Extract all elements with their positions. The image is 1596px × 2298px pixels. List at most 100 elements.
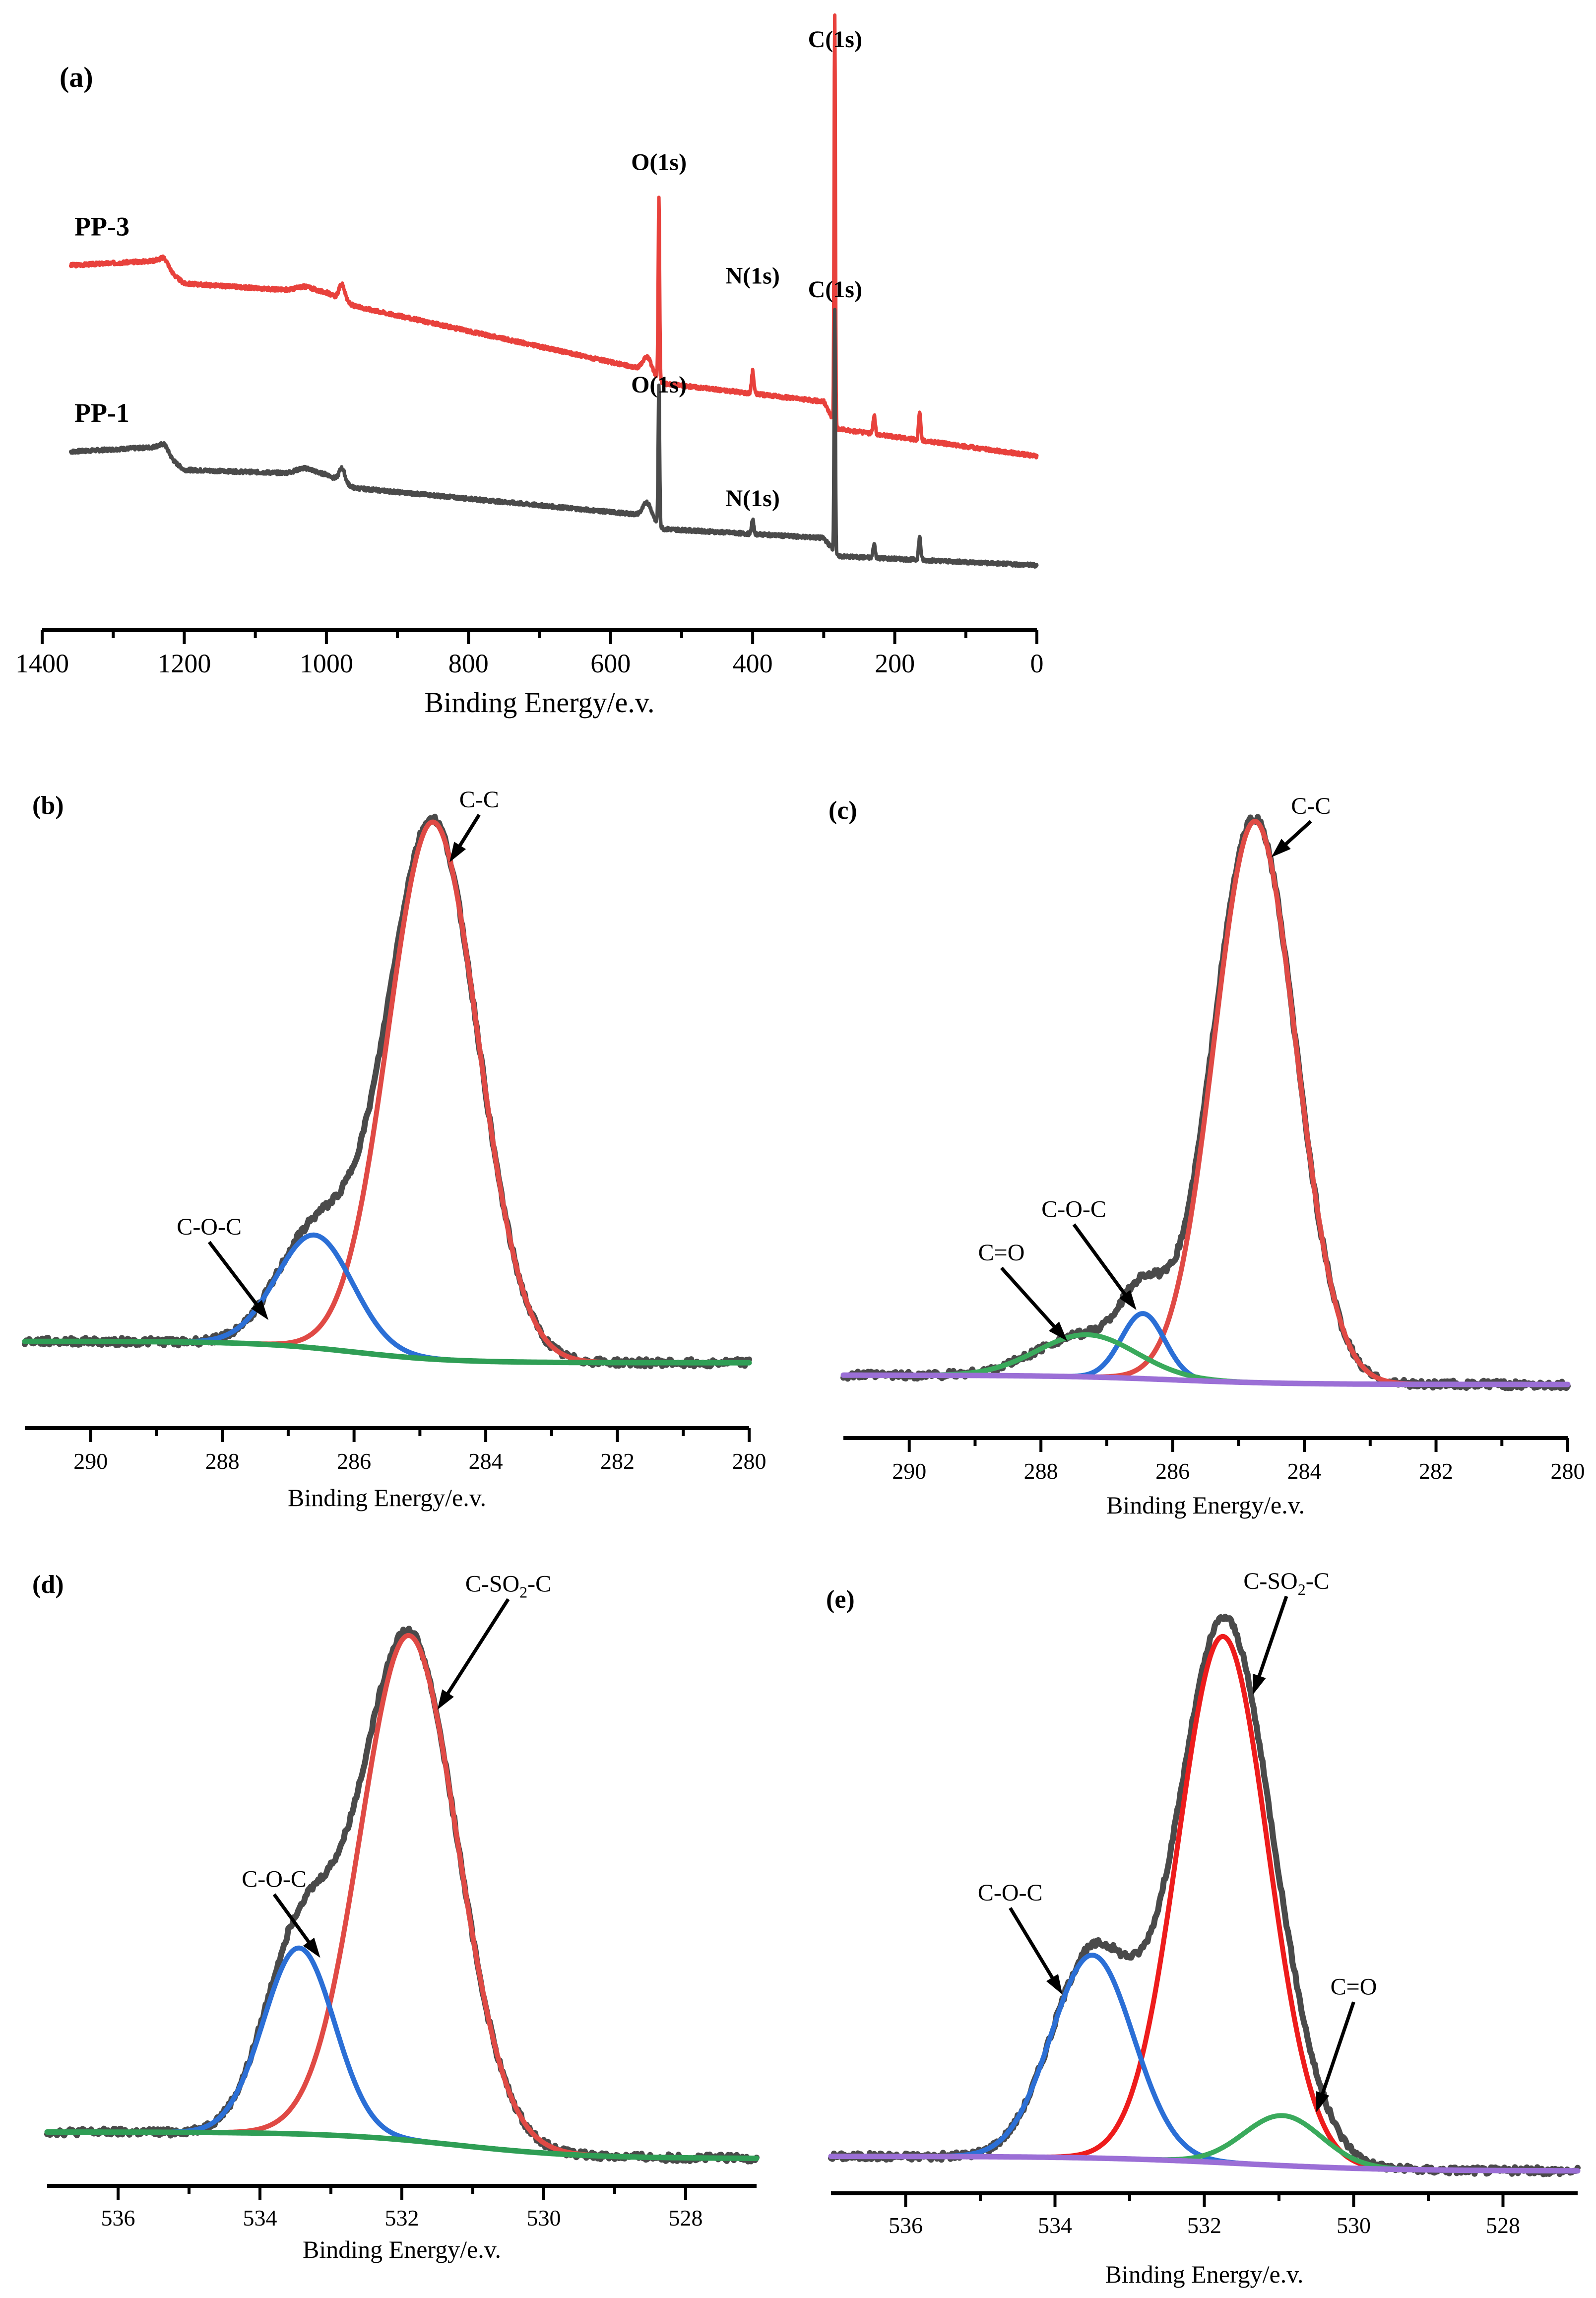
panel-b: 290 288 286 284 282 280 Binding Energy/e.v. (b)… xyxy=(22,787,766,1511)
arrow-head xyxy=(1271,839,1291,857)
peak-label: O(1s) xyxy=(631,372,687,398)
panel-label: (c) xyxy=(829,796,857,825)
component-annotation: C=O xyxy=(978,1240,1025,1266)
panel-label: (a) xyxy=(60,61,93,93)
annotation-tail: -C xyxy=(1306,1568,1330,1594)
component-annotation: C-O-C xyxy=(242,1866,307,1893)
x-tick-label: 280 xyxy=(1551,1458,1585,1484)
component-annotation: C-O-C xyxy=(1041,1196,1106,1223)
peak-label: N(1s) xyxy=(725,263,779,289)
panel-d: 536 534 532 530 528 Binding Energy/e.v. (d) C-S… xyxy=(32,1571,760,2263)
arrow-head xyxy=(1253,1673,1266,1695)
component-c-so2-c xyxy=(829,1634,1580,2173)
x-tick-label: 536 xyxy=(101,2205,135,2231)
peak-label: C(1s) xyxy=(808,276,862,303)
component-c-so2-c xyxy=(45,1633,759,2161)
annotation-arrow xyxy=(207,1241,261,1310)
annotation-arrow xyxy=(1281,820,1312,849)
subscript: 2 xyxy=(519,1583,527,1601)
x-axis-label: Binding Energy/e.v. xyxy=(425,686,655,719)
subscript: 2 xyxy=(1298,1580,1306,1598)
x-tick-label: 536 xyxy=(889,2213,923,2238)
x-tick-label: 530 xyxy=(1337,2213,1371,2238)
raw-envelope-line xyxy=(44,1626,760,2165)
x-tick-label: 530 xyxy=(527,2205,561,2231)
panel-a: 1400 1200 1000 800 600 400 200 0 Binding Energy/… xyxy=(15,13,1044,719)
background-line xyxy=(22,1338,752,1366)
annotation-arrow xyxy=(1000,1266,1059,1331)
arrow-head xyxy=(303,1937,320,1958)
x-tick-label: 532 xyxy=(1187,2213,1221,2238)
component-annotation: C-SO2-C xyxy=(465,1571,551,1601)
component-c-c xyxy=(22,819,752,1366)
background-line xyxy=(44,2129,760,2161)
annotation-arrow xyxy=(1256,1595,1288,1681)
x-tick-label: 534 xyxy=(1038,2213,1072,2238)
x-tick-label: 288 xyxy=(1024,1458,1058,1484)
x-tick-label: 284 xyxy=(469,1448,503,1474)
annotation-tail: -C xyxy=(527,1571,551,1597)
component-annotation: C=O xyxy=(1331,1974,1377,2000)
arrow-head xyxy=(1049,1321,1068,1341)
x-tick-label: 280 xyxy=(732,1448,766,1474)
x-tick-label: 1200 xyxy=(157,649,211,678)
annotation-arrow xyxy=(1009,1907,1057,1983)
background-line xyxy=(828,2154,1581,2174)
annotation-arrow xyxy=(1319,2001,1355,2099)
x-tick-label: 534 xyxy=(243,2205,277,2231)
arrow-head xyxy=(1046,1974,1063,1995)
x-tick-label: 282 xyxy=(1419,1458,1453,1484)
component-c-c xyxy=(841,819,1570,1387)
series-line-pp-1 xyxy=(68,308,1039,569)
arrow-head xyxy=(1316,2091,1330,2112)
raw-envelope-line xyxy=(828,1613,1581,2177)
panel-label: (e) xyxy=(826,1585,855,1614)
x-tick-label: 0 xyxy=(1030,649,1044,678)
series-label: PP-3 xyxy=(74,212,129,242)
x-tick-label: 1400 xyxy=(15,649,69,678)
x-axis-label: Binding Energy/e.v. xyxy=(1106,1491,1305,1519)
arrow-head xyxy=(437,1689,454,1710)
x-tick-label: 1000 xyxy=(300,649,353,678)
annotation-arrow xyxy=(444,1598,510,1699)
arrow-head xyxy=(251,1300,269,1320)
x-tick-label: 200 xyxy=(875,649,915,678)
x-axis-label: Binding Energy/e.v. xyxy=(288,1484,486,1511)
x-axis-label: Binding Energy/e.v. xyxy=(1105,2260,1304,2288)
annotation-arrow xyxy=(1072,1223,1129,1299)
component-annotation: C-SO2-C xyxy=(1243,1568,1329,1598)
series-label: PP-1 xyxy=(74,398,129,428)
x-tick-label: 290 xyxy=(892,1458,926,1484)
x-tick-label: 528 xyxy=(1486,2213,1520,2238)
arrow-head xyxy=(449,842,466,862)
component-annotation: C-C xyxy=(459,787,499,813)
component-annotation: C-C xyxy=(1291,793,1331,819)
peak-label: O(1s) xyxy=(631,149,687,175)
raw-envelope-line xyxy=(22,813,752,1370)
x-tick-label: 600 xyxy=(590,649,631,678)
background-line xyxy=(840,1372,1571,1387)
annotation-arrow xyxy=(456,814,481,851)
panel-e: 536 534 532 530 528 Binding Energy/e.v. (e) C-S… xyxy=(826,1568,1581,2288)
x-tick-label: 282 xyxy=(600,1448,635,1474)
panel-label: (b) xyxy=(32,791,64,820)
peak-label: N(1s) xyxy=(725,485,779,512)
x-tick-label: 286 xyxy=(337,1448,371,1474)
panel-c: 290 288 286 284 282 280 Binding Energy/e.v. (c)… xyxy=(829,793,1585,1519)
x-tick-label: 286 xyxy=(1155,1458,1190,1484)
x-tick-label: 290 xyxy=(73,1448,108,1474)
x-tick-label: 800 xyxy=(448,649,489,678)
arrow-head xyxy=(1119,1290,1137,1310)
x-axis-label: Binding Energy/e.v. xyxy=(303,2235,501,2263)
x-tick-label: 284 xyxy=(1287,1458,1322,1484)
component-annotation: C-O-C xyxy=(978,1880,1043,1906)
x-tick-label: 528 xyxy=(669,2205,703,2231)
panel-label: (d) xyxy=(32,1571,64,1599)
annotation-arrow xyxy=(272,1893,313,1947)
x-tick-label: 288 xyxy=(205,1448,240,1474)
component-c-o-c xyxy=(829,1953,1580,2173)
component-annotation: C-O-C xyxy=(177,1214,242,1240)
peak-label: C(1s) xyxy=(808,26,862,53)
series-line-pp-3 xyxy=(68,13,1039,460)
